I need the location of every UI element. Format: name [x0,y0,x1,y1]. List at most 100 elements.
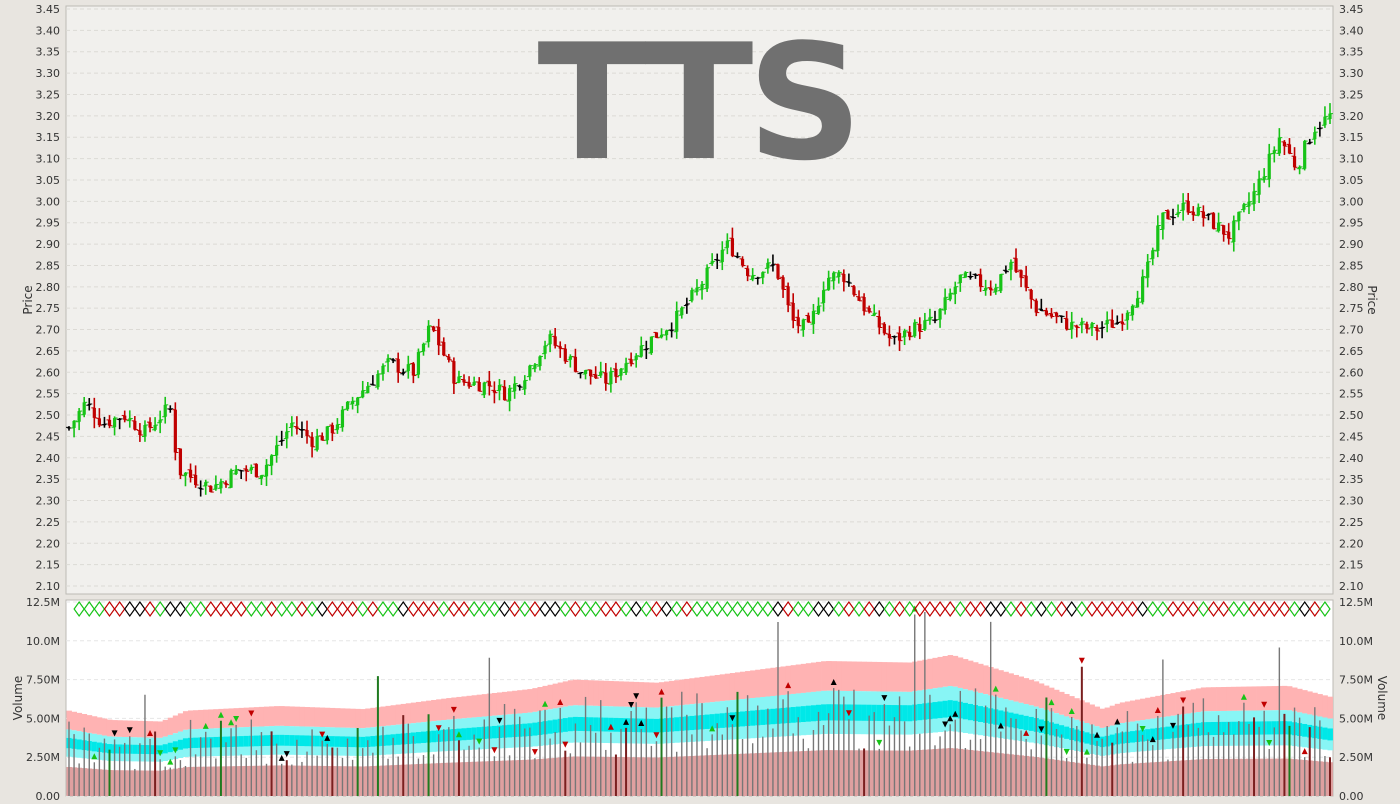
price-bar-body [533,364,537,369]
volume-signal-diamond [569,600,582,618]
volume-band-inner [750,710,756,726]
volume-band-outer [598,680,604,706]
volume-band-outer [998,670,1004,698]
price-bar [1175,204,1182,218]
price-tick-label: 2.90 [1339,238,1364,251]
volume-signal-marker [942,721,949,728]
volume-band-outer [1226,686,1232,711]
volume-band-outer [324,707,331,728]
price-bar-body [776,264,780,279]
volume-band-inner [704,714,711,729]
price-bar [147,417,154,433]
price-bar [850,285,857,297]
volume-signal-marker [1114,718,1121,725]
price-bar-body [447,356,451,360]
volume-signal-diamond [508,600,521,618]
price-bar-body [614,368,618,377]
price-bar [612,362,619,384]
price-bar-body [984,288,988,291]
price-bar [1129,304,1136,321]
volume-band-outer [623,681,630,707]
volume-band-outer [101,718,108,736]
volume-signal-marker [1083,748,1090,755]
price-bar [1240,202,1247,213]
price-bar-body [158,419,162,423]
volume-band-inner [547,720,554,734]
volume-band-inner [1023,715,1030,730]
price-bar [273,435,280,463]
price-bar [521,375,528,395]
volume-band-outer [952,655,959,687]
price-bar-body [305,430,309,436]
volume-signal-marker [628,701,635,708]
price-bar-body [1151,250,1155,259]
volume-band-inner [314,735,321,747]
volume-axis-right: 0.00 2.50M 5.00M 7.50M 10.0M 12.5M [1339,596,1373,803]
price-bar-body [720,249,724,263]
price-bar-body [472,381,476,386]
volume-signal-diamond [245,600,258,618]
price-bar [121,410,128,423]
volume-band-outer [263,706,270,727]
price-tick-label: 3.25 [36,88,61,101]
price-tick-label: 3.35 [36,46,61,59]
price-bar [830,271,837,290]
volume-signal-marker [653,732,660,739]
volume-band-inner [1038,719,1045,733]
volume-tick-label: 10.0M [26,635,60,648]
volume-band-inner [932,702,938,719]
price-bar [557,341,564,358]
volume-axis-label-left: Volume [11,676,25,721]
volume-band-inner [466,727,473,740]
volume-signal-marker [1301,748,1308,755]
price-bar [207,485,214,493]
price-bar-body [381,365,385,374]
price-grid [66,8,1333,587]
price-bar-body [1090,323,1094,328]
price-bar-body [887,334,892,339]
volume-signal-diamond [741,600,754,618]
volume-signal-diamond [549,600,561,618]
price-bar [1083,321,1090,334]
price-tick-label: 2.25 [1339,516,1364,529]
volume-band-inner [106,744,113,754]
volume-band-outer [537,687,543,711]
volume-band-outer [345,708,351,728]
volume-signal-marker [172,747,179,754]
volume-band-inner [709,714,716,729]
volume-signal-diamond [610,600,622,618]
price-bar [243,465,250,482]
volume-band-inner [1150,728,1156,741]
price-bar-body [538,356,542,367]
volume-band-outer [1256,686,1263,711]
volume-signal-diamond [934,600,946,618]
price-axis-right: 2.10 2.15 2.20 2.25 2.30 2.35 2.40 2.45 2.50 2.55… [1339,3,1364,593]
price-bar [344,401,351,411]
price-tick-label: 2.70 [1339,324,1364,337]
volume-band-outer [1074,698,1080,720]
price-bar [116,418,123,430]
price-bar [76,408,83,431]
volume-signal-marker [283,751,290,758]
price-bar [248,464,255,474]
volume-band-outer [1145,697,1151,720]
volume-tick-label: 0.00 [36,790,61,800]
volume-signal-marker [157,750,164,757]
volume-signal-diamond [174,600,187,618]
volume-band-outer [805,663,812,693]
price-bar [916,317,923,340]
price-bar [111,416,118,436]
volume-band-outer [96,717,103,735]
price-tick-label: 3.10 [36,153,61,166]
price-bar [1195,203,1202,217]
volume-signal-diamond [1126,600,1139,618]
volume-band-inner [76,739,83,750]
volume-band-outer [1135,699,1141,721]
volume-band-outer [1089,704,1095,725]
price-bar-body [832,272,836,281]
price-bar [157,410,164,434]
volume-band-outer [253,707,260,727]
volume-signal-diamond [1268,600,1281,618]
volume-signal-diamond [1005,600,1017,618]
